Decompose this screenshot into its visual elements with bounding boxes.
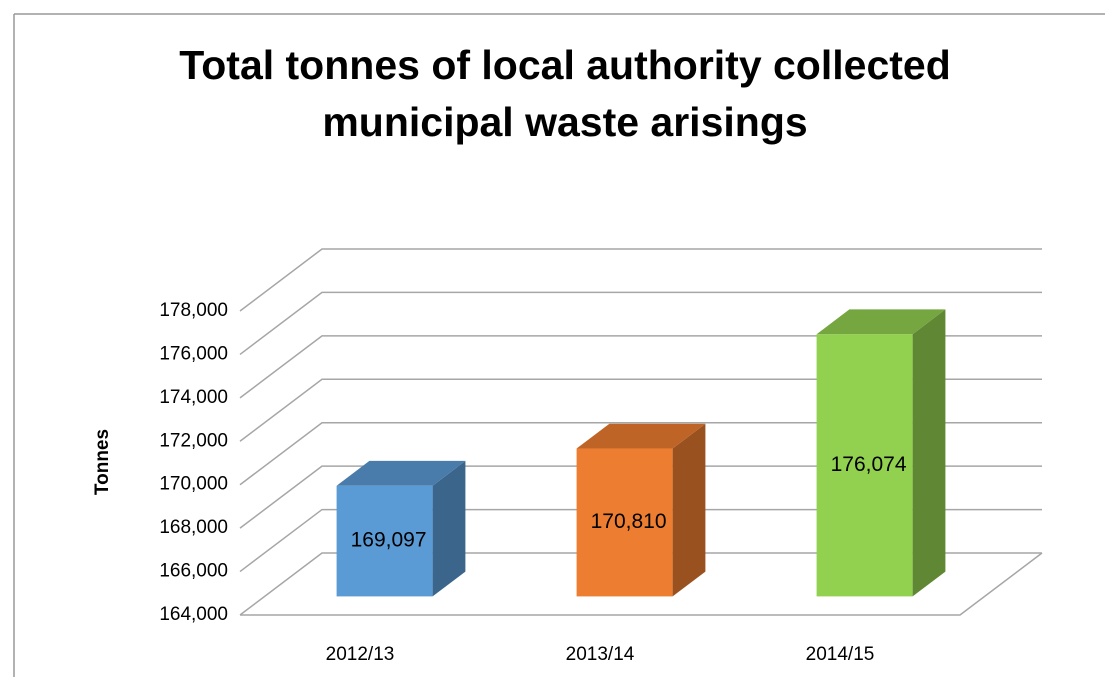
bar-side — [912, 309, 946, 597]
grid-line — [239, 291, 1042, 356]
data-label: 170,810 — [591, 510, 667, 533]
bar — [816, 334, 913, 597]
y-axis-label: Tonnes — [92, 429, 113, 495]
grid-line — [239, 508, 1042, 573]
y-tick-label: 176,000 — [159, 343, 228, 364]
chart-title: Total tonnes of local authority collecte… — [179, 42, 951, 88]
y-tick-label: 172,000 — [159, 430, 228, 451]
bar-side — [672, 423, 706, 597]
data-label: 169,097 — [351, 529, 427, 552]
bar-top — [816, 309, 946, 335]
y-tick-label: 168,000 — [159, 517, 228, 538]
x-tick-label: 2014/15 — [806, 644, 875, 665]
bar — [576, 448, 673, 597]
x-tick-label: 2012/13 — [326, 644, 395, 665]
grid-line — [239, 378, 1042, 442]
floor-edge — [240, 552, 1043, 616]
grid-line — [239, 248, 1042, 312]
grid-line — [239, 465, 1042, 529]
y-tick-label: 170,000 — [159, 474, 228, 495]
grid-line — [239, 335, 1042, 399]
x-tick-label: 2013/14 — [566, 644, 635, 665]
bar-top — [576, 423, 706, 449]
chart-title: municipal waste arisings — [322, 99, 807, 145]
y-tick-label: 164,000 — [159, 604, 228, 625]
bar-top — [336, 460, 466, 486]
grid-line — [239, 552, 1042, 616]
data-label: 176,074 — [831, 453, 907, 476]
y-tick-label: 166,000 — [159, 561, 228, 582]
y-tick-label: 174,000 — [159, 387, 228, 408]
bar — [336, 485, 433, 597]
grid-line — [239, 421, 1042, 486]
bar-side — [432, 460, 466, 597]
y-tick-label: 178,000 — [159, 300, 228, 321]
